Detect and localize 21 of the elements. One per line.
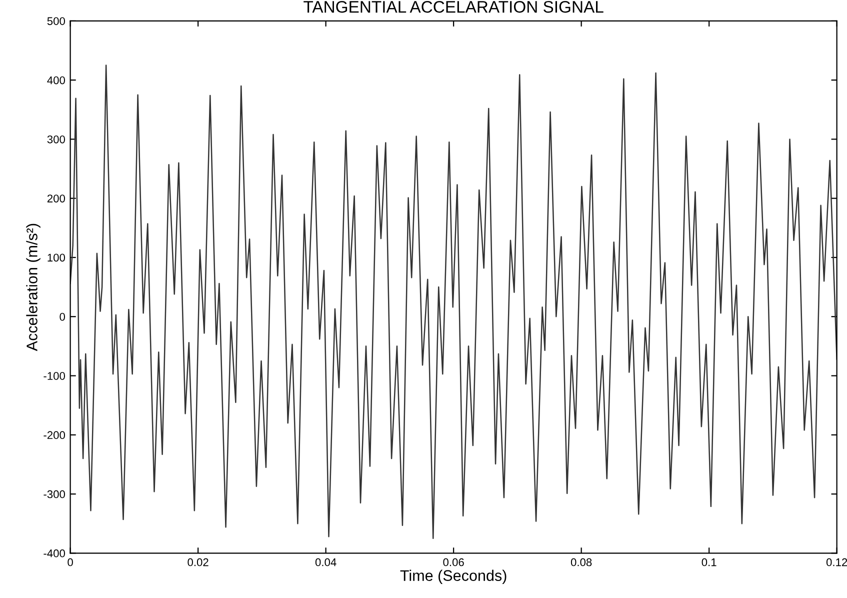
line-series [70,64,837,539]
y-tick-label: 100 [48,254,66,262]
x-tick-label: 0.12 [826,558,847,566]
x-tick-label: 0.06 [443,558,464,566]
y-tick-label: -400 [44,549,66,558]
y-tick-label: 0 [60,312,66,321]
y-tick-label: -300 [44,490,66,498]
x-axis-title: Time (Seconds) [400,570,506,584]
chart-title: TANGENTIAL ACCELARATION SIGNAL [304,0,604,13]
y-axis-title: Acceleration (m/s²) [26,224,40,352]
y-tick-label: 400 [47,76,66,84]
y-tick-label: -100 [44,372,66,380]
y-tick-label: 300 [47,135,66,144]
y-tick-label: 200 [47,194,66,202]
x-tick-label: 0.1 [702,558,716,566]
x-tick-label: 0.08 [570,558,592,566]
x-tick-label: 0 [68,558,73,566]
x-tick-label: 0.04 [315,558,336,566]
y-tick-label: -200 [44,431,66,440]
x-tick-label: 0.02 [188,558,208,566]
y-tick-label: 500 [47,17,66,26]
